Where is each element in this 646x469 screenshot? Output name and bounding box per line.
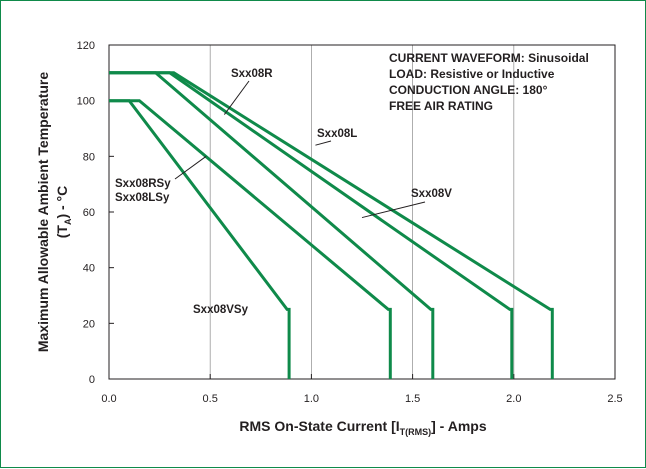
leader-line <box>223 80 250 115</box>
x-tick-label: 2.5 <box>607 393 622 405</box>
y-tick-label: 60 <box>83 207 95 219</box>
leader-line <box>315 140 332 146</box>
y-tick-label: 80 <box>83 151 95 163</box>
y-axis-title-line-2-suffix: ) - °C <box>54 186 70 219</box>
x-axis-title-suffix: ] - Amps <box>431 418 487 434</box>
curve-label: Sxx08LSy <box>115 192 170 204</box>
curve-label: Sxx08VSy <box>193 304 249 316</box>
curve-line <box>109 71 514 379</box>
y-axis-title-line-2: (TA) - °C <box>54 186 73 239</box>
curve-label: Sxx08V <box>411 188 452 200</box>
curves <box>109 71 554 379</box>
y-axis-title-line-2-prefix: (T <box>54 225 70 239</box>
curve-label: Sxx08L <box>317 128 357 140</box>
x-tick-label: 2.0 <box>506 393 521 405</box>
conditions-line-1: CURRENT WAVEFORM: Sinusoidal <box>389 51 589 65</box>
x-axis-title: RMS On-State Current [IT(RMS)] - Amps <box>239 418 486 437</box>
grid <box>209 45 515 379</box>
leader-line <box>174 155 207 180</box>
curve-label: Sxx08R <box>231 68 273 80</box>
curve-labels: Sxx08R Sxx08L Sxx08V Sxx08RSy Sxx08LSy Sxx08V… <box>115 68 452 316</box>
y-axis-title-line-2-subscript: A <box>63 218 73 225</box>
y-tick-label: 20 <box>83 318 95 330</box>
curve-line <box>109 99 392 379</box>
curve-line <box>109 71 435 379</box>
conditions-line-3: CONDUCTION ANGLE: 180° <box>389 83 548 97</box>
conditions-line-2: LOAD: Resistive or Inductive <box>389 67 555 81</box>
x-axis-title-main: RMS On-State Current [I <box>239 418 399 434</box>
x-tick-label: 1.5 <box>405 393 420 405</box>
curve-line <box>109 71 554 379</box>
y-axis-title: Maximum Allowable Ambient Temperature <box>35 72 51 353</box>
tick-labels: 0 20 40 60 80 100 120 0.0 0.5 1.0 1.5 2.0 2.5 <box>77 40 623 405</box>
y-tick-label: 40 <box>83 263 95 275</box>
y-tick-label: 0 <box>89 374 95 386</box>
conditions-line-4: FREE AIR RATING <box>389 99 493 113</box>
curve-label: Sxx08RSy <box>115 178 171 190</box>
x-tick-label: 0.0 <box>101 393 116 405</box>
x-axis-title-subscript: T(RMS) <box>400 427 432 437</box>
leader-line <box>361 201 426 219</box>
y-tick-label: 120 <box>77 40 95 52</box>
x-tick-label: 1.0 <box>304 393 319 405</box>
x-tick-label: 0.5 <box>203 393 218 405</box>
y-tick-label: 100 <box>77 96 95 108</box>
curve-line <box>109 99 291 379</box>
